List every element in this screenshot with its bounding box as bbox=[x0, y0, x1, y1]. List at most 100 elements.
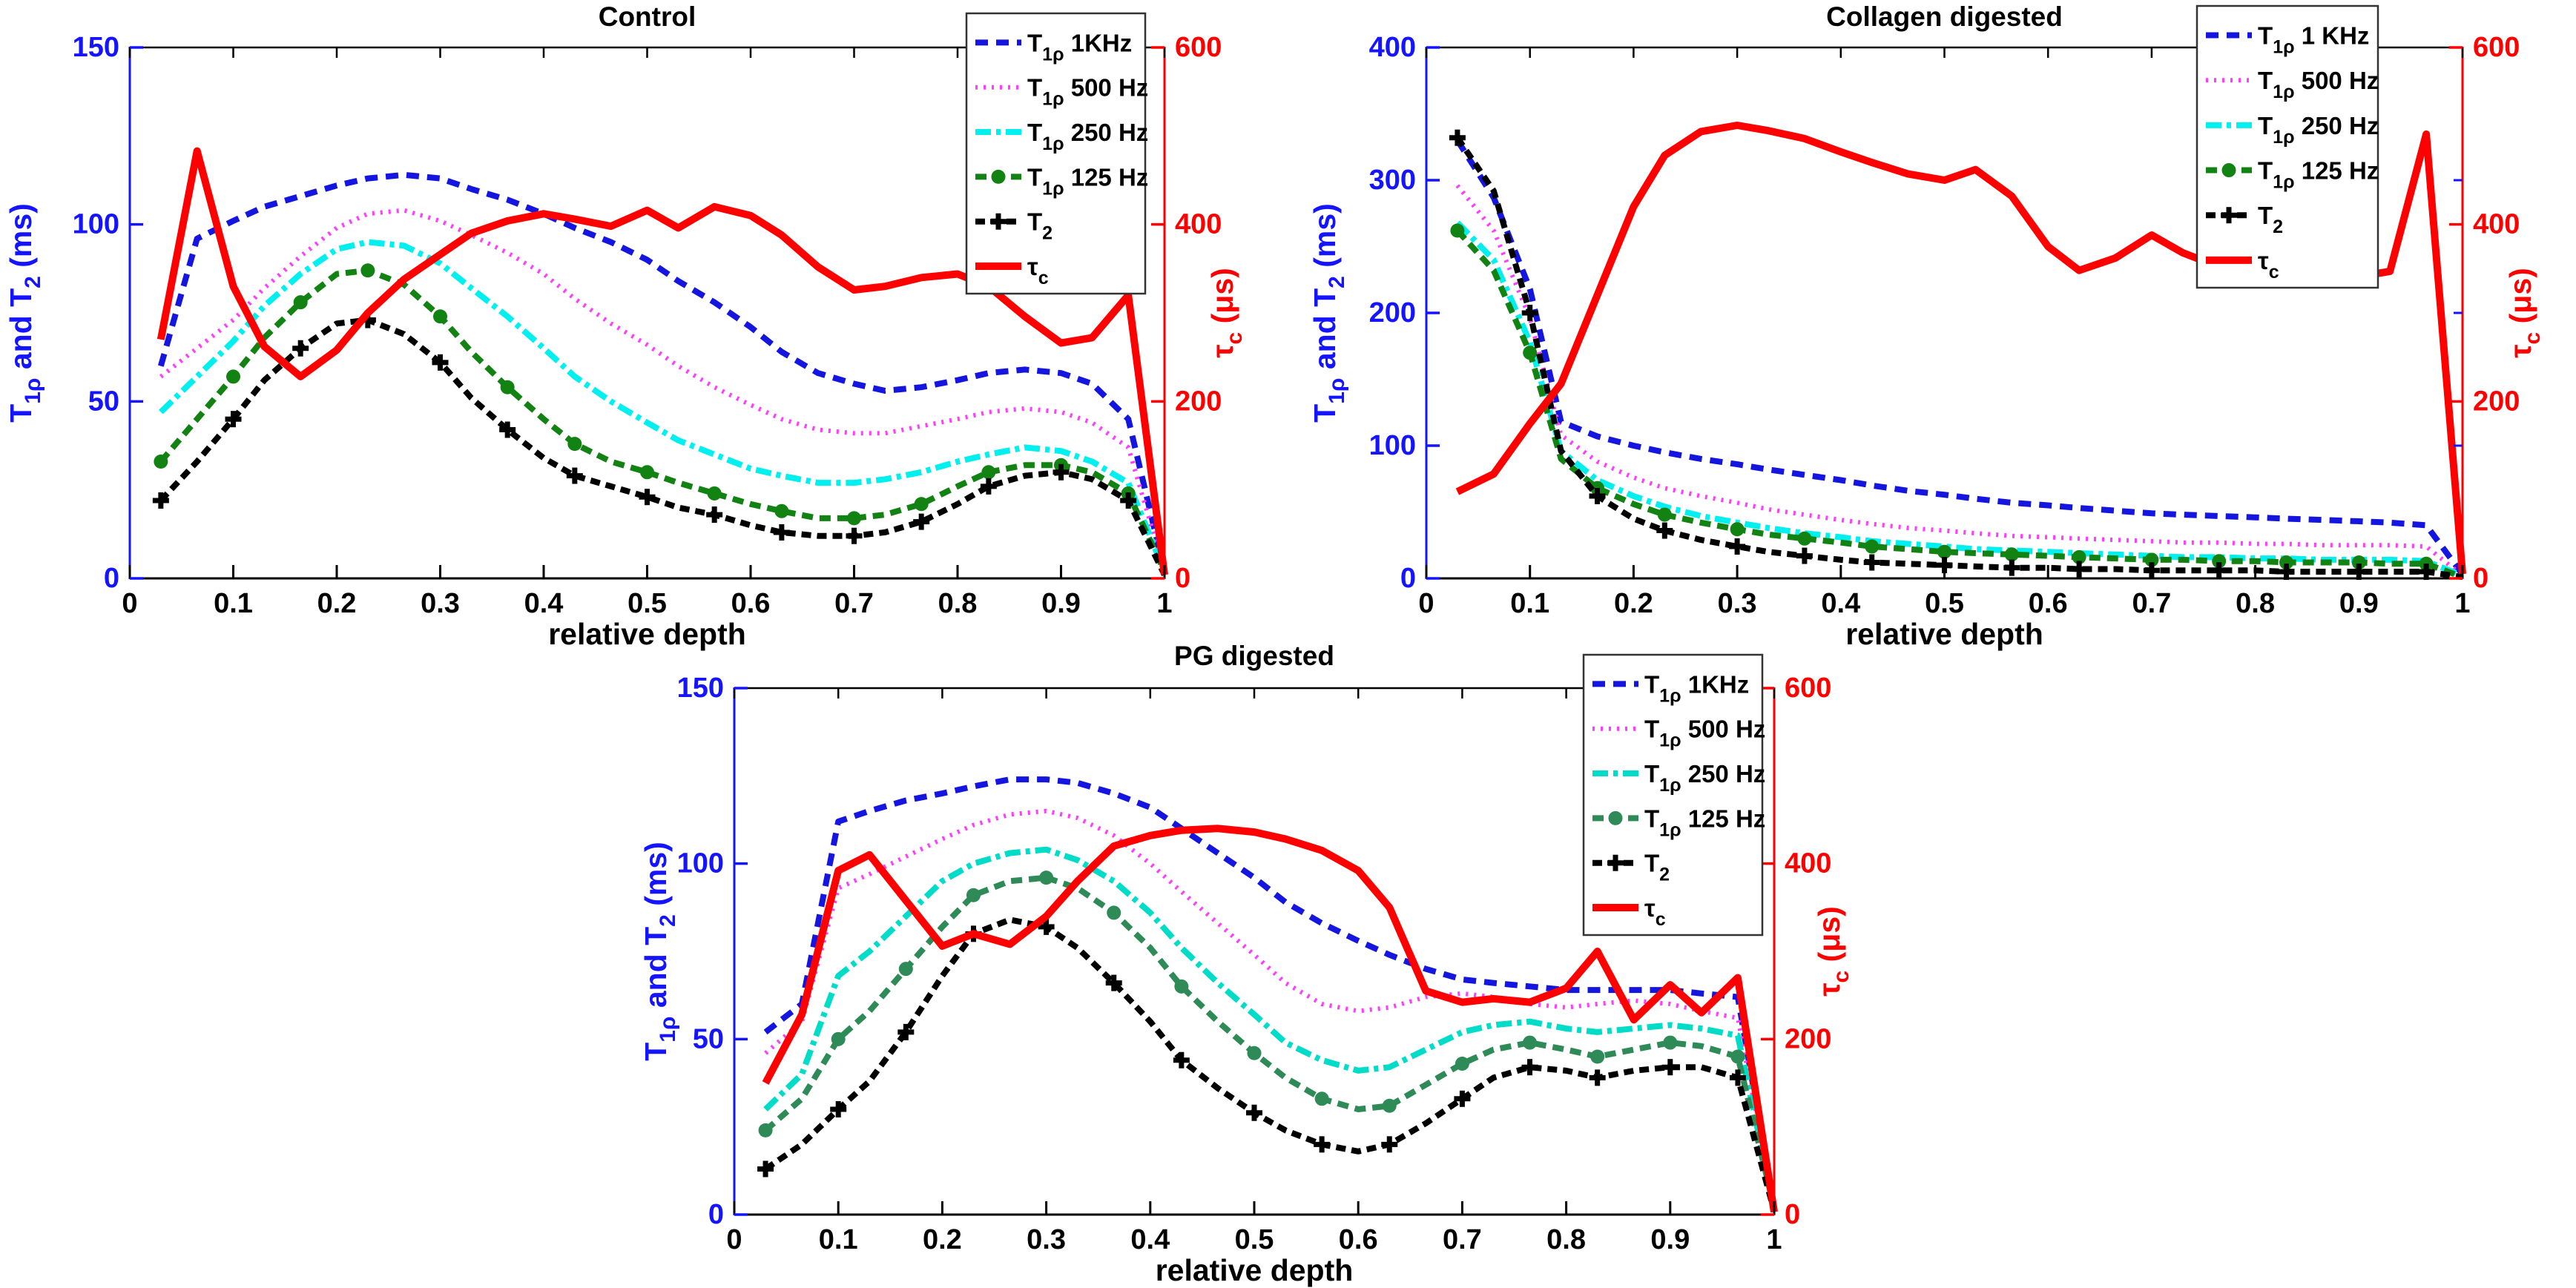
series-marker bbox=[831, 1031, 846, 1046]
series-t1rho-1khz-pg bbox=[763, 776, 1777, 1209]
x-tick-label: 0.6 bbox=[731, 588, 771, 619]
x-tick-label: 0.1 bbox=[1510, 588, 1549, 619]
legend-label-tau_c: τc bbox=[1644, 894, 1666, 930]
x-tick-label: 0.1 bbox=[819, 1224, 858, 1255]
series-marker bbox=[1382, 1098, 1397, 1113]
series-marker bbox=[774, 503, 789, 518]
x-tick-label: 0.3 bbox=[1718, 588, 1757, 619]
series-marker bbox=[1730, 1049, 1745, 1064]
chart-title-pg: PG digested bbox=[1174, 641, 1334, 671]
series-marker bbox=[2212, 554, 2227, 569]
series-t1rho-250hz-control bbox=[159, 239, 1167, 573]
legend-label-t1rho-500hz: T1ρ 500 Hz bbox=[2258, 67, 2379, 102]
series-t1rho-125hz-pg bbox=[763, 874, 1777, 1209]
series-marker bbox=[1523, 1035, 1538, 1050]
ylabel-right-control: τc (μs) bbox=[1205, 268, 1247, 358]
series-marker bbox=[293, 295, 308, 310]
chart-pg: 0 0.1 0.2 0.3 0.4 0.5 0.6 0.7 0.8 0.9 105010015002… bbox=[639, 653, 1854, 1255]
series-marker bbox=[1174, 979, 1189, 994]
left-tick-label: 0 bbox=[708, 1199, 724, 1230]
right-tick-label: 200 bbox=[1175, 386, 1222, 417]
series-marker bbox=[1937, 544, 1951, 559]
x-tick-label: 0.6 bbox=[2029, 588, 2068, 619]
ylabel-right-pg: τc (μs) bbox=[1812, 906, 1854, 997]
series-marker bbox=[1247, 1046, 1262, 1060]
legend-box bbox=[2195, 4, 2379, 289]
x-tick-label: 0.8 bbox=[1546, 1224, 1586, 1255]
x-tick-label: 0.9 bbox=[2339, 588, 2379, 619]
series-marker bbox=[2279, 555, 2294, 570]
series-marker bbox=[1455, 1056, 1469, 1071]
legend-control: T1ρ 1KHz T1ρ 500 Hz T1ρ 250 Hz T1ρ 125 Hz T2… bbox=[965, 12, 1148, 295]
series-marker bbox=[914, 497, 929, 512]
legend-collagen: T1ρ 1 KHz T1ρ 500 Hz T1ρ 250 Hz T1ρ 125 Hz T… bbox=[2195, 4, 2379, 289]
x-tick-label: 0.8 bbox=[2236, 588, 2275, 619]
legend-label-t1rho-500hz: T1ρ 500 Hz bbox=[1027, 74, 1148, 110]
x-tick-label: 0.1 bbox=[214, 588, 253, 619]
x-tick-label: 0 bbox=[726, 1224, 742, 1255]
left-tick-label: 100 bbox=[1369, 430, 1416, 461]
left-tick-label: 50 bbox=[88, 386, 119, 417]
legend-box bbox=[965, 12, 1147, 295]
x-tick-label: 0.2 bbox=[1614, 588, 1653, 619]
x-tick-label: 0.3 bbox=[421, 588, 460, 619]
legend-label-t1rho-500hz: T1ρ 500 Hz bbox=[1644, 716, 1765, 751]
series-marker bbox=[1314, 1092, 1329, 1106]
x-tick-label: 1 bbox=[1766, 1224, 1782, 1255]
left-tick-label: 150 bbox=[73, 32, 119, 63]
ylabel-right-collagen: τc (μs) bbox=[2503, 268, 2545, 358]
left-tick-label: 200 bbox=[1369, 297, 1416, 328]
legend-label-t1rho-1khz: T1ρ 1KHz bbox=[1644, 670, 1749, 706]
series-marker bbox=[1523, 346, 1538, 360]
left-tick-label: 0 bbox=[104, 563, 119, 594]
right-tick-label: 200 bbox=[2473, 386, 2520, 417]
x-tick-label: 0.2 bbox=[317, 588, 357, 619]
x-tick-label: 0.5 bbox=[1235, 1224, 1274, 1255]
x-tick-label: 0.6 bbox=[1339, 1224, 1378, 1255]
series-marker bbox=[640, 465, 654, 480]
right-tick-label: 600 bbox=[2473, 32, 2520, 63]
series-marker bbox=[966, 888, 981, 902]
series-marker bbox=[226, 369, 240, 384]
series-marker bbox=[707, 486, 722, 501]
legend-label-t1rho-250hz: T1ρ 250 Hz bbox=[1027, 119, 1148, 154]
right-tick-label: 0 bbox=[1785, 1199, 1800, 1230]
x-tick-label: 0.4 bbox=[1821, 588, 1860, 619]
series-marker bbox=[433, 309, 447, 324]
left-tick-label: 100 bbox=[677, 848, 724, 879]
chart-title-control: Control bbox=[598, 1, 696, 32]
series-marker bbox=[1590, 1049, 1605, 1064]
legend-box bbox=[1582, 653, 1764, 937]
series-marker bbox=[1608, 810, 1623, 825]
legend-label-t1rho-125hz: T1ρ 125 Hz bbox=[2258, 157, 2379, 193]
series-t1rho-250hz-collagen bbox=[1455, 220, 2464, 579]
series-marker bbox=[758, 1123, 773, 1137]
legend-label-t2: T2 bbox=[1644, 850, 1670, 885]
series-t2-pg bbox=[763, 917, 1777, 1212]
series-marker bbox=[1039, 871, 1054, 885]
series-marker bbox=[1657, 507, 1672, 522]
x-tick-label: 0.9 bbox=[1650, 1224, 1690, 1255]
right-tick-label: 600 bbox=[1175, 32, 1222, 63]
ylabel-left-control: T1ρ and T2 (ms) bbox=[4, 203, 45, 423]
series-t1rho-500hz-pg bbox=[764, 808, 1776, 1209]
x-tick-label: 1 bbox=[2454, 588, 2470, 619]
chart-collagen: 0 0.1 0.2 0.3 0.4 0.5 0.6 0.7 0.8 0.9 101002003004… bbox=[1308, 4, 2545, 619]
left-tick-label: 400 bbox=[1369, 32, 1416, 63]
series-marker bbox=[898, 962, 913, 977]
xlabel-control: relative depth bbox=[548, 617, 746, 651]
series-tau_c-pg bbox=[762, 825, 1778, 1213]
ylabel-left-pg: T1ρ and T2 (ms) bbox=[639, 842, 680, 1061]
right-tick-label: 400 bbox=[1785, 848, 1831, 879]
series-group bbox=[757, 776, 1778, 1213]
chart-control: 0 0.1 0.2 0.3 0.4 0.5 0.6 0.7 0.8 0.9 105010015002… bbox=[4, 12, 1247, 619]
ylabel-left-collagen: T1ρ and T2 (ms) bbox=[1308, 203, 1349, 423]
legend-label-t1rho-250hz: T1ρ 250 Hz bbox=[1644, 760, 1765, 796]
right-tick-label: 400 bbox=[1175, 209, 1222, 240]
right-tick-label: 600 bbox=[1785, 673, 1831, 704]
x-tick-label: 0.2 bbox=[923, 1224, 962, 1255]
x-tick-label: 0.7 bbox=[2132, 588, 2171, 619]
series-marker bbox=[1107, 905, 1121, 920]
right-tick-label: 0 bbox=[2473, 563, 2488, 594]
